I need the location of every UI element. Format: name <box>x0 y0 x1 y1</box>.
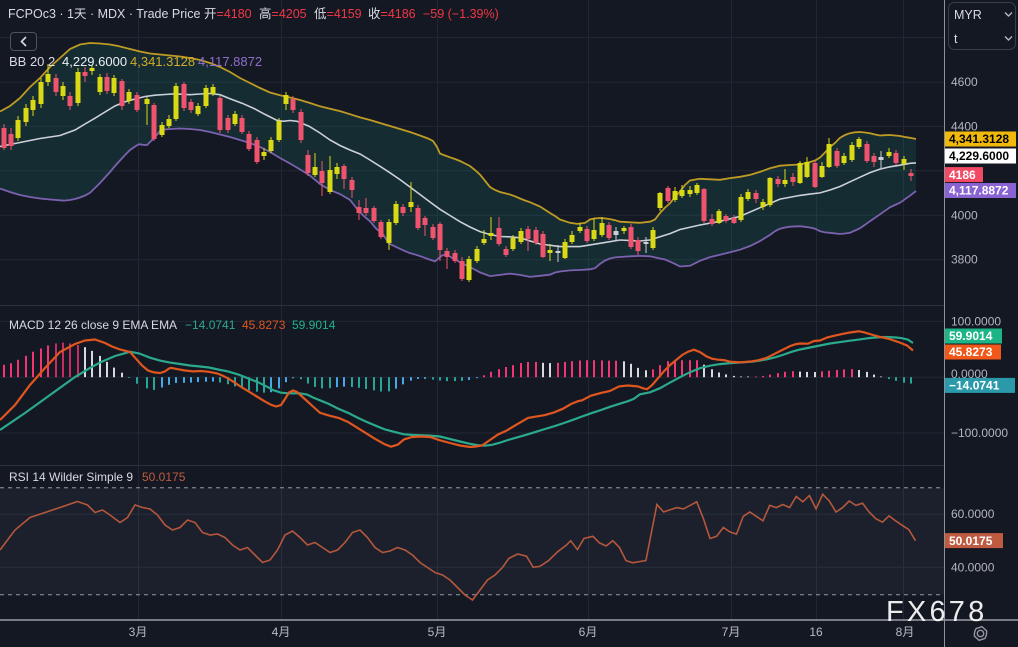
svg-text:4186: 4186 <box>949 168 976 182</box>
svg-text:5月: 5月 <box>428 625 447 639</box>
svg-text:3800: 3800 <box>951 253 978 267</box>
svg-text:MACD 12 26 close 9 EMA EMA−14.: MACD 12 26 close 9 EMA EMA −14.0741 45.827… <box>9 318 336 332</box>
svg-text:16: 16 <box>809 625 823 639</box>
svg-text:7月: 7月 <box>722 625 741 639</box>
svg-text:−14.0741: −14.0741 <box>949 379 1000 393</box>
svg-text:3月: 3月 <box>129 625 148 639</box>
svg-text:MYR: MYR <box>954 8 982 22</box>
svg-text:4,117.8872: 4,117.8872 <box>949 184 1009 198</box>
svg-text:59.9014: 59.9014 <box>949 329 993 343</box>
svg-text:4月: 4月 <box>272 625 291 639</box>
svg-text:4000: 4000 <box>951 208 978 222</box>
svg-text:50.0175: 50.0175 <box>949 534 993 548</box>
svg-text:8月: 8月 <box>896 625 915 639</box>
svg-text:6月: 6月 <box>579 625 598 639</box>
svg-text:4,229.6000: 4,229.6000 <box>949 149 1009 163</box>
svg-text:40.0000: 40.0000 <box>951 560 995 574</box>
svg-text:60.0000: 60.0000 <box>951 507 995 521</box>
svg-text:FCPOc3 · 1天 · MDX · Trade Pric: FCPOc3 · 1天 · MDX · Trade Price <box>8 7 200 21</box>
svg-text:0.0000: 0.0000 <box>951 367 988 381</box>
svg-text:4400: 4400 <box>951 119 978 133</box>
svg-text:4600: 4600 <box>951 75 978 89</box>
svg-text:t: t <box>954 32 958 46</box>
svg-text:100.0000: 100.0000 <box>951 314 1001 328</box>
svg-text:FX678: FX678 <box>886 596 987 628</box>
svg-text:45.8273: 45.8273 <box>949 345 993 359</box>
svg-text:4,341.3128: 4,341.3128 <box>949 132 1009 146</box>
svg-text:−100.0000: −100.0000 <box>951 426 1008 440</box>
svg-text:RSI 14 Wilder Simple 950.0175: RSI 14 Wilder Simple 9 50.0175 <box>9 470 186 484</box>
